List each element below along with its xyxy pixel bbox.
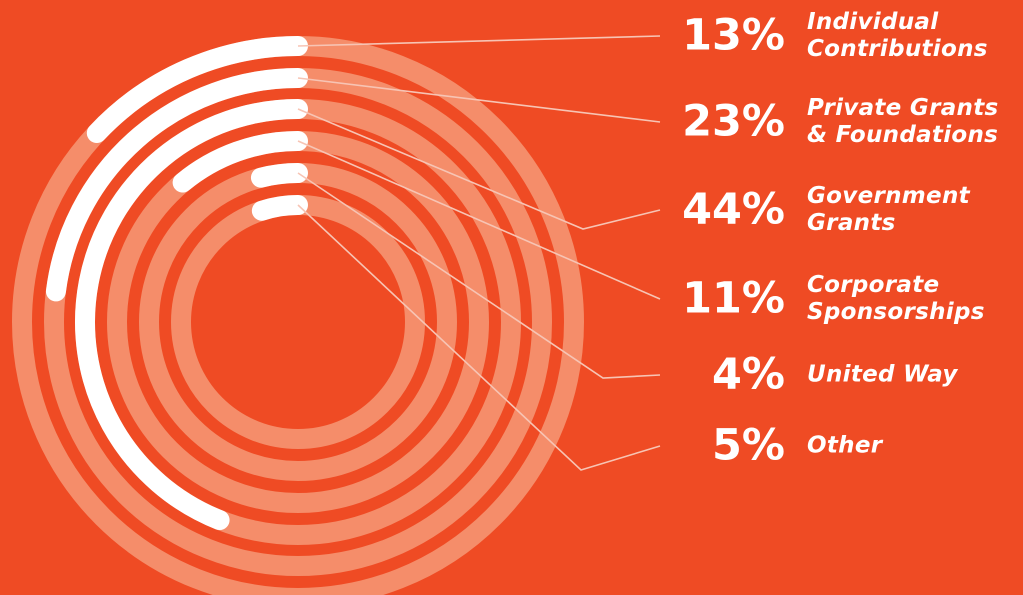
leader-line — [297, 204, 661, 471]
ring-bar — [75, 99, 308, 531]
leader-line — [297, 172, 661, 379]
legend-item: 23% Private Grants & Foundations — [0, 95, 1023, 148]
percent-label: 13% — [682, 10, 785, 61]
category-label-line: United Way — [807, 361, 958, 388]
category-label-line: Grants — [807, 210, 896, 236]
ring-bars — [45, 36, 308, 531]
leader-line — [297, 35, 661, 47]
category-label-line: Corporate — [807, 272, 940, 298]
ring-track — [139, 163, 457, 481]
category-label: Private Grants & Foundations — [807, 95, 999, 149]
legend-item: 11% Corporate Sponsorships — [0, 272, 1023, 325]
category-label-line: Individual — [807, 9, 939, 35]
category-label-line: & Foundations — [807, 122, 999, 148]
legend-item: 44% Government Grants — [0, 183, 1023, 236]
legend-item: 13% Individual Contributions — [0, 9, 1023, 62]
category-label: United Way — [807, 362, 958, 389]
percent-label: 5% — [711, 420, 785, 471]
leader-lines — [297, 35, 661, 471]
leader-line — [297, 77, 661, 123]
category-label: Government Grants — [807, 183, 970, 237]
ring-bar — [172, 131, 308, 193]
category-label: Individual Contributions — [807, 9, 988, 63]
category-label-line: Government — [807, 183, 970, 209]
ring-bar — [45, 68, 308, 302]
category-label: Corporate Sponsorships — [807, 272, 985, 326]
category-label-line: Other — [807, 432, 883, 459]
legend-item: 4% United Way — [0, 353, 1023, 396]
ring-bar — [86, 36, 308, 144]
percent-label: 4% — [711, 349, 785, 400]
percent-label: 23% — [682, 96, 785, 147]
leader-line — [297, 108, 661, 230]
category-label: Other — [807, 433, 882, 460]
ring-bar — [251, 195, 308, 221]
leader-line — [297, 140, 661, 300]
category-label-line: Contributions — [807, 36, 988, 62]
category-label-line: Sponsorships — [807, 299, 985, 325]
ring-track — [171, 195, 425, 449]
percent-label: 11% — [682, 273, 785, 324]
percent-label: 44% — [682, 184, 785, 235]
legend-item: 5% Other — [0, 424, 1023, 467]
ring-bar — [250, 163, 308, 188]
category-label-line: Private Grants — [807, 95, 999, 121]
